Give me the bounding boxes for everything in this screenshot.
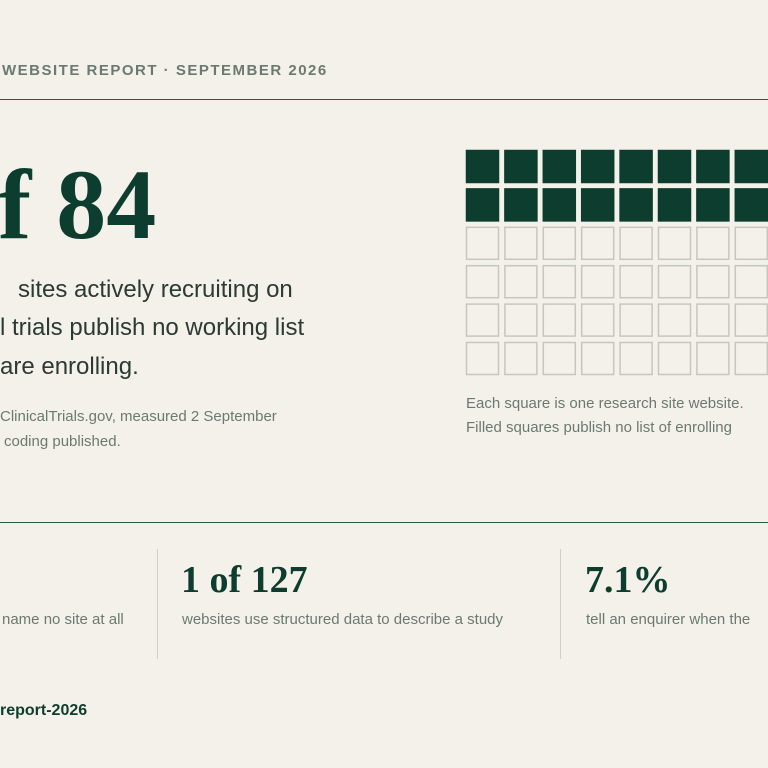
waffle-square-filled: [734, 149, 768, 184]
waffle-square: [657, 264, 692, 299]
stat-figure: 7.1%: [585, 559, 671, 601]
waffle-square-filled: [542, 188, 577, 222]
waffle-square: [504, 226, 538, 261]
source-text: coding published.: [4, 433, 121, 450]
waffle-square-filled: [619, 188, 653, 222]
waffle-square: [504, 341, 538, 376]
header-title: WEBSITE REPORT · SEPTEMBER 2026: [2, 62, 328, 79]
waffle-square-filled: [504, 188, 538, 222]
waffle-square: [734, 226, 768, 261]
waffle-square-filled: [465, 188, 500, 222]
waffle-square-filled: [696, 188, 730, 222]
waffle-square: [734, 341, 768, 376]
waffle-square: [696, 303, 730, 337]
source-text: ClinicalTrials.gov, measured 2 September: [0, 408, 277, 425]
headline-text: sites actively recruiting on: [18, 276, 293, 303]
waffle-square: [580, 226, 615, 261]
divider: [0, 99, 768, 100]
waffle-square: [580, 264, 615, 299]
waffle-square: [696, 341, 730, 376]
footer-link: report-2026: [0, 702, 88, 719]
waffle-square: [619, 226, 653, 261]
waffle-square: [465, 226, 500, 261]
headline-text: are enrolling.: [0, 353, 139, 380]
waffle-square: [657, 226, 692, 261]
waffle-square: [657, 341, 692, 376]
stat-divider: [560, 549, 561, 659]
waffle-square: [465, 303, 500, 337]
waffle-square: [619, 303, 653, 337]
waffle-square: [696, 264, 730, 299]
stat-figure: 1 of 127: [181, 559, 308, 601]
stat-description: tell an enquirer when the: [586, 611, 751, 628]
waffle-square: [542, 264, 577, 299]
waffle-square: [465, 264, 500, 299]
headline-figure: f 84: [0, 149, 157, 260]
waffle-square: [465, 341, 500, 376]
waffle-square-filled: [465, 149, 500, 184]
stat-description: websites use structured data to describe…: [182, 611, 504, 628]
waffle-square: [504, 264, 538, 299]
waffle-square-filled: [542, 149, 577, 184]
waffle-square: [619, 264, 653, 299]
stat-description: name no site at all: [2, 611, 124, 628]
waffle-square: [734, 303, 768, 337]
waffle-square: [580, 341, 615, 376]
waffle-square-filled: [657, 188, 692, 222]
waffle-square-filled: [696, 149, 730, 184]
waffle-square: [657, 303, 692, 337]
waffle-square-filled: [657, 149, 692, 184]
waffle-square: [542, 303, 577, 337]
waffle-square-filled: [580, 188, 615, 222]
divider: [0, 522, 768, 523]
waffle-square: [619, 341, 653, 376]
waffle-square: [696, 226, 730, 261]
headline-text: l trials publish no working list: [0, 314, 305, 341]
waffle-square: [542, 341, 577, 376]
stat-divider: [157, 549, 158, 659]
waffle-square-filled: [504, 149, 538, 184]
waffle-square: [542, 226, 577, 261]
waffle-square: [504, 303, 538, 337]
waffle-square: [580, 303, 615, 337]
waffle-square: [734, 264, 768, 299]
waffle-caption: Each square is one research site website…: [466, 395, 744, 412]
waffle-caption: Filled squares publish no list of enroll…: [466, 419, 732, 436]
waffle-square-filled: [619, 149, 653, 184]
waffle-square-filled: [580, 149, 615, 184]
waffle-square-filled: [734, 188, 768, 222]
